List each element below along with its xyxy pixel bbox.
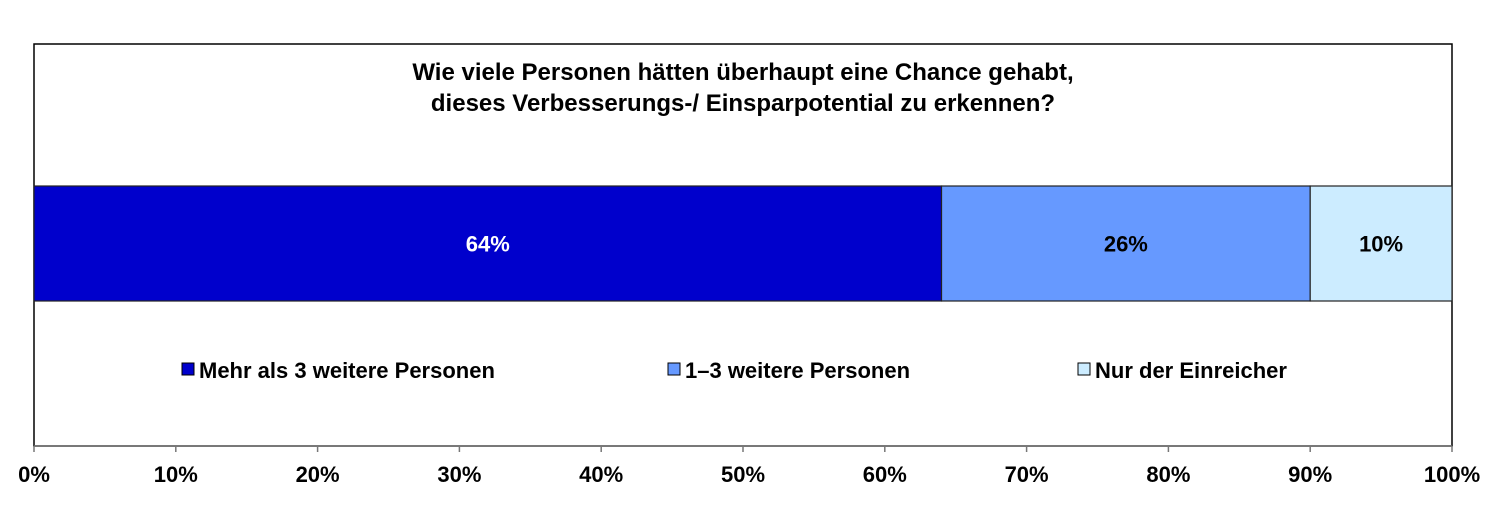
x-tick-label-1: 10% [154, 462, 198, 487]
legend-swatch-1 [181, 362, 195, 376]
data-label-2: 26% [1104, 232, 1148, 257]
x-tick-label-5: 50% [721, 462, 765, 487]
legend-swatch-3 [1077, 362, 1091, 376]
data-label-3: 10% [1359, 232, 1403, 257]
legend-label-2: 1–3 weitere Personen [685, 358, 910, 383]
x-tick-label-8: 80% [1146, 462, 1190, 487]
data-label-1: 64% [466, 232, 510, 257]
x-tick-label-4: 40% [579, 462, 623, 487]
legend-label-1: Mehr als 3 weitere Personen [199, 358, 495, 383]
x-tick-label-6: 60% [863, 462, 907, 487]
bar-segment-1 [33, 185, 943, 302]
x-tick-label-10: 100% [1424, 462, 1480, 487]
chart-title-line-1: Wie viele Personen hätten überhaupt eine… [412, 59, 1073, 86]
chart-title-line-2: dieses Verbesserungs-/ Einsparpotential … [431, 90, 1055, 117]
legend-swatch-2 [667, 362, 681, 376]
legend-label-3: Nur der Einreicher [1095, 358, 1287, 383]
x-tick-label-7: 70% [1005, 462, 1049, 487]
x-tick-label-0: 0% [18, 462, 50, 487]
x-tick-label-2: 20% [296, 462, 340, 487]
x-tick-label-3: 30% [437, 462, 481, 487]
bar-segment-2 [940, 185, 1311, 302]
x-tick-label-9: 90% [1288, 462, 1332, 487]
bar-segment-3 [1309, 185, 1453, 302]
